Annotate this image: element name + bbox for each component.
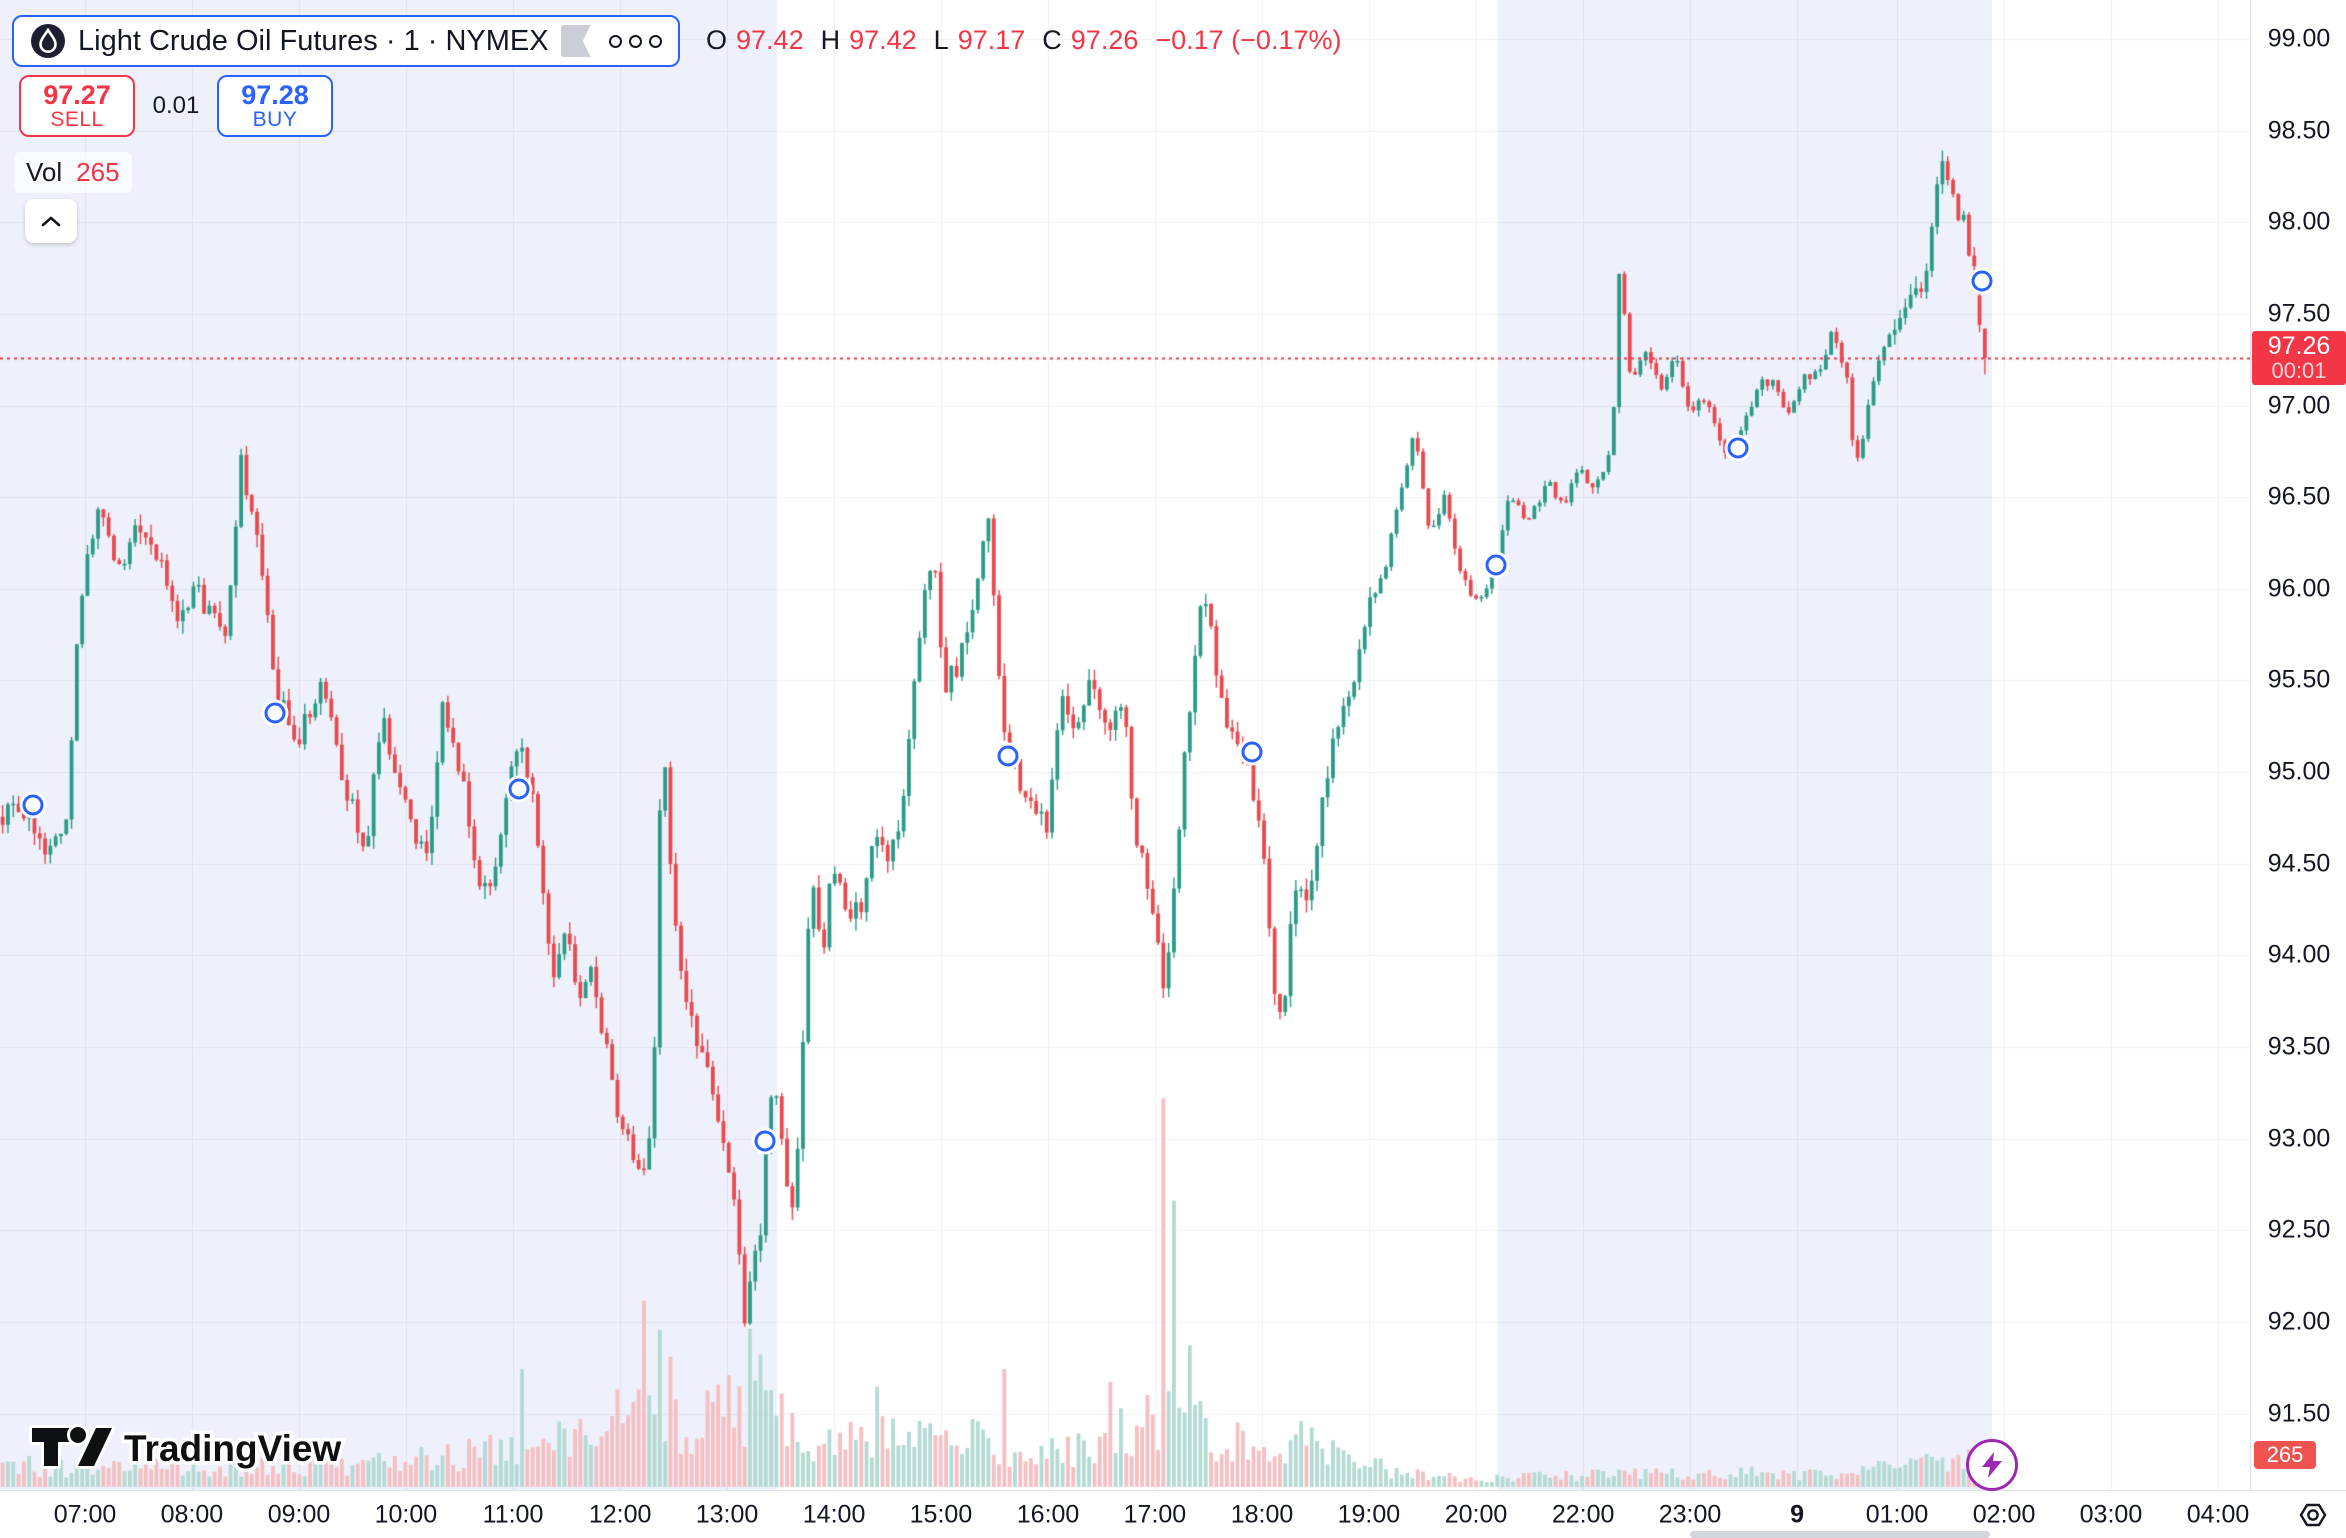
volume-axis-badge: 265 (2254, 1441, 2316, 1469)
time-scrollbar-thumb[interactable] (1690, 1531, 1990, 1538)
time-axis-label: 9 (1790, 1500, 1805, 1529)
time-axis-label: 07:00 (53, 1500, 117, 1529)
open-label: O (706, 25, 728, 55)
tradingview-logo-mark (29, 1424, 115, 1469)
time-axis-settings-button[interactable] (2296, 1498, 2330, 1532)
volume-label: Vol (26, 157, 63, 187)
data-point-marker[interactable] (1971, 270, 1993, 292)
time-axis-label: 23:00 (1658, 1500, 1722, 1529)
sell-label: SELL (50, 108, 104, 132)
price-axis[interactable]: 97.26 00:01 265 99.00 98.50 98.00 97.50 97.0… (2250, 0, 2346, 1490)
data-point-marker[interactable] (1727, 437, 1749, 459)
time-axis[interactable]: 07:00 08:00 09:00 10:00 11:00 12:00 13:00 14:00… (0, 1490, 2346, 1538)
price-axis-label: 97.00 (2267, 391, 2331, 420)
close-value: 97.26 (1070, 25, 1139, 55)
data-point-marker[interactable] (1485, 554, 1507, 576)
lightning-bolt-icon (1980, 1451, 2004, 1479)
price-axis-label: 98.00 (2267, 207, 2331, 236)
buy-button[interactable]: 97.28 BUY (217, 75, 333, 137)
price-axis-label: 92.50 (2267, 1215, 2331, 1244)
oil-drop-icon (30, 23, 66, 59)
high-value: 97.42 (849, 25, 917, 55)
data-point-marker[interactable] (754, 1130, 776, 1151)
price-axis-label: 96.00 (2267, 574, 2331, 603)
chevron-up-icon (41, 215, 61, 227)
price-axis-label: 94.00 (2267, 940, 2331, 969)
time-axis-label: 17:00 (1123, 1500, 1187, 1529)
high-label: H (820, 25, 841, 55)
time-axis-label: 04:00 (2186, 1500, 2250, 1529)
candlestick-chart-canvas[interactable] (0, 0, 2250, 1490)
time-axis-label: 01:00 (1865, 1500, 1929, 1529)
time-axis-label: 11:00 (482, 1500, 544, 1529)
symbol-title: Light Crude Oil Futures · 1 · NYMEX (78, 24, 549, 57)
data-point-marker[interactable] (22, 794, 44, 816)
sell-button[interactable]: 97.27 SELL (19, 75, 135, 137)
open-value: 97.42 (736, 25, 804, 55)
price-axis-label: 99.00 (2267, 24, 2331, 53)
price-axis-label: 93.00 (2267, 1124, 2331, 1153)
volume-legend: Vol 265 (14, 152, 132, 193)
data-point-marker[interactable] (997, 745, 1019, 767)
ohlc-legend: O 97.42 H 97.42 L 97.17 C 97.26 −0.17 (−0.17… (706, 25, 1342, 56)
time-axis-label: 22:00 (1551, 1500, 1615, 1529)
price-axis-label: 94.50 (2267, 849, 2331, 878)
flag-icon[interactable] (560, 25, 591, 57)
more-options-icon[interactable] (608, 34, 662, 48)
data-point-marker[interactable] (1241, 741, 1263, 763)
spread-value: 0.01 (152, 92, 200, 119)
low-value: 97.17 (957, 25, 1026, 55)
time-axis-label: 20:00 (1444, 1500, 1508, 1529)
buy-label: BUY (252, 108, 298, 132)
time-axis-label: 15:00 (909, 1500, 973, 1529)
time-axis-label: 09:00 (267, 1500, 331, 1529)
price-axis-label: 95.00 (2267, 757, 2331, 786)
close-label: C (1042, 25, 1062, 55)
gear-icon (2298, 1500, 2328, 1530)
bar-countdown: 00:01 (2271, 358, 2327, 384)
change-value: −0.17 (−0.17%) (1155, 25, 1342, 55)
symbol-title-button[interactable]: Light Crude Oil Futures · 1 · NYMEX (12, 15, 680, 67)
last-price-badge: 97.26 00:01 (2252, 330, 2346, 385)
data-point-marker[interactable] (264, 702, 286, 724)
time-axis-label: 08:00 (160, 1500, 224, 1529)
price-axis-label: 97.50 (2267, 299, 2331, 328)
trade-buttons-row: 97.27 SELL 0.01 97.28 BUY (19, 75, 333, 137)
time-axis-label: 16:00 (1016, 1500, 1080, 1529)
time-axis-label: 02:00 (1972, 1500, 2036, 1529)
time-axis-label: 13:00 (695, 1500, 759, 1529)
price-axis-label: 91.50 (2267, 1399, 2331, 1428)
time-axis-label: 18:00 (1230, 1500, 1294, 1529)
time-axis-label: 12:00 (588, 1500, 652, 1529)
price-axis-label: 98.50 (2267, 116, 2331, 145)
lightning-button[interactable] (1966, 1439, 2018, 1491)
tradingview-logo[interactable]: TradingView (28, 1420, 368, 1477)
buy-price: 97.28 (241, 79, 309, 110)
data-point-marker[interactable] (508, 778, 530, 800)
time-axis-label: 10:00 (374, 1500, 438, 1529)
time-axis-label: 19:00 (1337, 1500, 1401, 1529)
time-axis-label: 03:00 (2079, 1500, 2143, 1529)
price-axis-label: 93.50 (2267, 1032, 2331, 1061)
time-axis-label: 14:00 (802, 1500, 866, 1529)
low-label: L (933, 25, 949, 55)
chart-markers-layer (22, 270, 1993, 1151)
last-price-value: 97.26 (2267, 332, 2331, 361)
price-axis-label: 96.50 (2267, 482, 2331, 511)
price-axis-label: 95.50 (2267, 665, 2331, 694)
price-axis-label: 92.00 (2267, 1307, 2331, 1336)
tradingview-logo-text: TradingView (124, 1428, 341, 1469)
volume-value: 265 (76, 157, 120, 187)
collapse-legend-button[interactable] (25, 199, 77, 243)
sell-price: 97.27 (43, 79, 111, 110)
